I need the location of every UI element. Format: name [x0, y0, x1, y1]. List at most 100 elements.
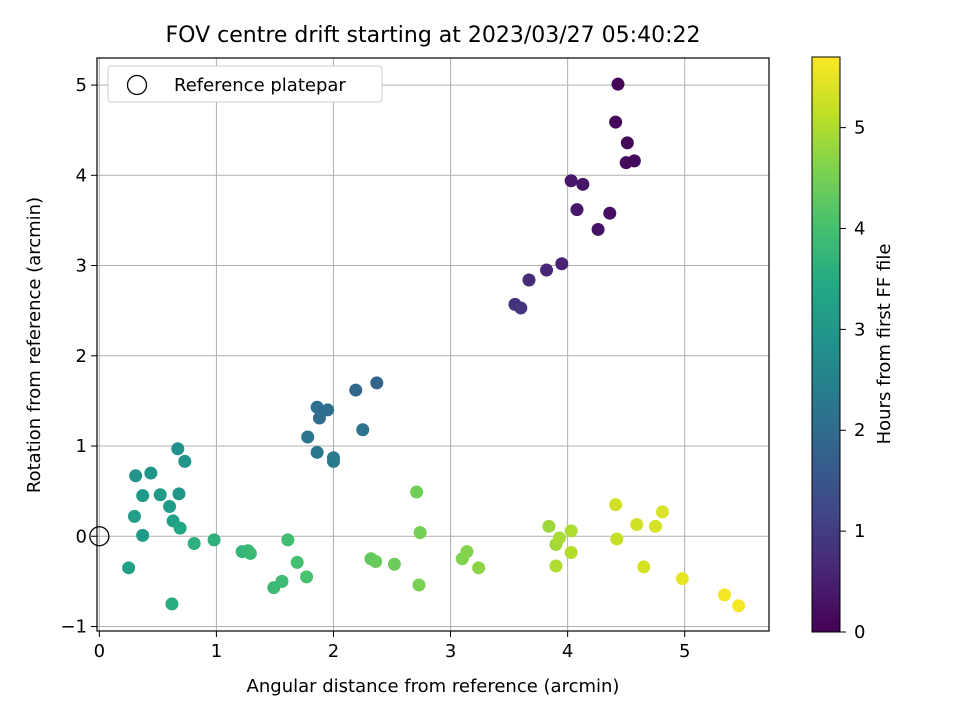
colorbar-label: Hours from first FF file [874, 244, 895, 445]
x-tick-label: 5 [679, 641, 690, 662]
data-point [178, 454, 192, 468]
colorbar-tick-label: 3 [854, 319, 865, 340]
data-point [576, 177, 590, 191]
data-point [163, 499, 177, 513]
data-point [370, 376, 384, 390]
legend-box [107, 65, 383, 103]
data-point [540, 263, 554, 277]
grid-lines [97, 58, 769, 631]
data-point [610, 532, 624, 546]
x-tick-label: 4 [562, 641, 573, 662]
data-point [564, 524, 578, 538]
data-point [564, 174, 578, 188]
data-point [630, 518, 644, 532]
colorbar-tick-label: 0 [854, 622, 865, 643]
data-point [648, 519, 662, 533]
data-point [301, 430, 315, 444]
data-point [136, 489, 150, 503]
data-point [564, 545, 578, 559]
data-point [732, 599, 746, 613]
data-point [136, 528, 150, 542]
reference-point [89, 526, 110, 547]
data-point [620, 136, 634, 150]
chart-title: FOV centre drift starting at 2023/03/27 … [166, 23, 701, 48]
data-point [312, 411, 326, 425]
data-point [412, 578, 426, 592]
colorbar-tick-label: 5 [854, 118, 865, 139]
legend: Reference platepar [107, 65, 383, 103]
data-point [603, 206, 617, 220]
y-tick-label: 5 [76, 75, 87, 96]
y-tick-label: 0 [76, 526, 87, 547]
data-point [207, 533, 221, 547]
data-point [267, 581, 281, 595]
y-tick-label: 3 [76, 256, 87, 277]
data-point [356, 423, 370, 437]
x-tick-label: 2 [328, 641, 339, 662]
colorbar-tick-label: 2 [854, 420, 865, 441]
data-point [619, 156, 633, 170]
data-point [243, 546, 257, 560]
y-tick-label: 1 [76, 436, 87, 457]
data-point [611, 77, 625, 91]
y-axis-label: Rotation from reference (arcmin) [24, 197, 45, 493]
x-tick-label: 0 [94, 641, 105, 662]
data-point [122, 561, 136, 575]
data-point [387, 557, 401, 571]
data-point [718, 588, 732, 602]
colorbar-gradient [811, 56, 841, 633]
data-point [555, 257, 569, 271]
data-point [187, 536, 201, 550]
data-point [413, 526, 427, 540]
x-tick-label: 1 [211, 641, 222, 662]
data-point [310, 400, 324, 414]
data-point [326, 454, 340, 468]
data-point [171, 442, 185, 456]
legend-marker-open-circle [126, 74, 148, 96]
data-point [570, 203, 584, 217]
y-tick-label: 2 [76, 346, 87, 367]
data-point [522, 273, 536, 287]
data-point [637, 560, 651, 574]
data-point [609, 498, 623, 512]
data-point [281, 533, 295, 547]
data-point [549, 559, 563, 573]
data-point [369, 555, 383, 569]
data-point [460, 545, 474, 559]
y-axis: −1 0 1 2 3 4 5 [60, 75, 97, 637]
x-axis-label: Angular distance from reference (arcmin) [247, 676, 620, 697]
colorbar-tick-label: 4 [854, 218, 865, 239]
data-point [172, 487, 186, 501]
data-point [310, 445, 324, 459]
data-point [542, 519, 556, 533]
data-point [153, 488, 167, 502]
x-axis: 0 1 2 3 4 5 [94, 631, 690, 662]
data-points [122, 77, 746, 613]
data-point [591, 222, 605, 236]
data-point [349, 383, 363, 397]
data-point [472, 561, 486, 575]
x-tick-label: 3 [445, 641, 456, 662]
reference-platepar-marker [89, 526, 110, 547]
plot-frame [96, 57, 770, 632]
data-point [655, 505, 669, 519]
colorbar: 0 1 2 3 4 5 Hours from first FF file [811, 56, 895, 643]
data-point [675, 572, 689, 586]
data-point [165, 597, 179, 611]
data-point [129, 469, 143, 483]
data-point [127, 509, 141, 523]
data-point [173, 521, 187, 535]
colorbar-tick-label: 1 [854, 521, 865, 542]
data-point [290, 555, 304, 569]
data-point [410, 485, 424, 499]
data-point [609, 115, 623, 129]
data-point [300, 570, 314, 584]
y-tick-label: 4 [76, 165, 87, 186]
data-point [552, 531, 566, 545]
data-point [321, 403, 335, 417]
data-point [514, 301, 528, 315]
data-point [144, 466, 158, 480]
y-tick-label: −1 [60, 616, 87, 637]
legend-label: Reference platepar [174, 75, 346, 96]
